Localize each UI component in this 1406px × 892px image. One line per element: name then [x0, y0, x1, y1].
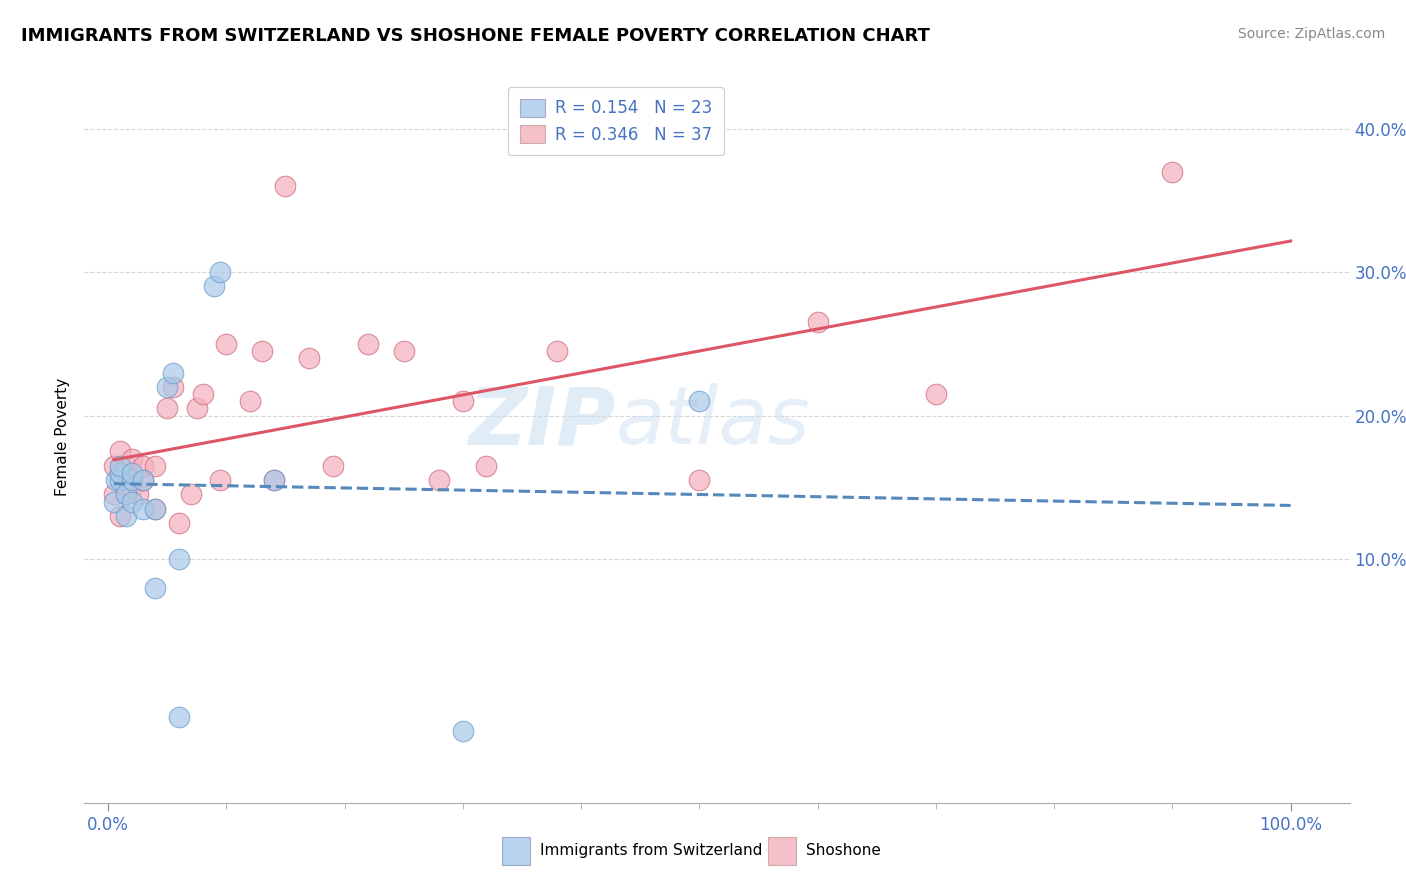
Point — [427, 473, 450, 487]
Point — [1161, 165, 1184, 179]
Point — [143, 458, 166, 473]
Point — [204, 279, 226, 293]
Point — [263, 473, 285, 487]
Point — [298, 351, 321, 366]
Y-axis label: Female Poverty: Female Poverty — [55, 378, 70, 496]
Point — [127, 487, 149, 501]
Text: Source: ZipAtlas.com: Source: ZipAtlas.com — [1237, 27, 1385, 41]
Point — [108, 444, 131, 458]
Point — [114, 508, 136, 523]
Point — [114, 458, 136, 473]
Point — [103, 494, 125, 508]
Point — [103, 458, 125, 473]
Point — [167, 710, 190, 724]
Point — [322, 458, 344, 473]
Point — [167, 552, 190, 566]
Point — [806, 315, 828, 329]
Point — [121, 451, 143, 466]
Point — [274, 179, 297, 194]
Point — [156, 401, 179, 416]
Point — [357, 336, 380, 351]
FancyBboxPatch shape — [768, 838, 796, 865]
Point — [925, 387, 948, 401]
Text: atlas: atlas — [616, 384, 811, 461]
Point — [108, 473, 131, 487]
Point — [191, 387, 214, 401]
Point — [121, 480, 143, 494]
Legend: R = 0.154   N = 23, R = 0.346   N = 37: R = 0.154 N = 23, R = 0.346 N = 37 — [508, 87, 724, 155]
Point — [215, 336, 238, 351]
Point — [250, 344, 273, 359]
Point — [143, 501, 166, 516]
Point — [108, 466, 131, 480]
Point — [108, 458, 131, 473]
Point — [121, 494, 143, 508]
Point — [239, 394, 262, 409]
Point — [392, 344, 415, 359]
Point — [180, 487, 202, 501]
Point — [108, 508, 131, 523]
Point — [167, 516, 190, 530]
Point — [132, 473, 155, 487]
Point — [451, 394, 474, 409]
Point — [263, 473, 285, 487]
Point — [121, 466, 143, 480]
Text: Immigrants from Switzerland: Immigrants from Switzerland — [540, 843, 762, 858]
Point — [451, 724, 474, 739]
Point — [114, 487, 136, 501]
Point — [156, 380, 179, 394]
Point — [688, 394, 710, 409]
Text: IMMIGRANTS FROM SWITZERLAND VS SHOSHONE FEMALE POVERTY CORRELATION CHART: IMMIGRANTS FROM SWITZERLAND VS SHOSHONE … — [21, 27, 929, 45]
Point — [132, 501, 155, 516]
Point — [546, 344, 568, 359]
Text: ZIP: ZIP — [468, 384, 616, 461]
Point — [475, 458, 498, 473]
Point — [209, 265, 232, 279]
Point — [186, 401, 208, 416]
FancyBboxPatch shape — [502, 838, 530, 865]
Point — [143, 501, 166, 516]
Point — [114, 487, 136, 501]
Point — [162, 380, 184, 394]
Point — [143, 581, 166, 595]
Point — [105, 473, 128, 487]
Point — [121, 473, 143, 487]
Point — [209, 473, 232, 487]
Point — [132, 473, 155, 487]
Point — [162, 366, 184, 380]
Point — [132, 458, 155, 473]
Point — [103, 487, 125, 501]
Text: Shoshone: Shoshone — [806, 843, 880, 858]
Point — [688, 473, 710, 487]
